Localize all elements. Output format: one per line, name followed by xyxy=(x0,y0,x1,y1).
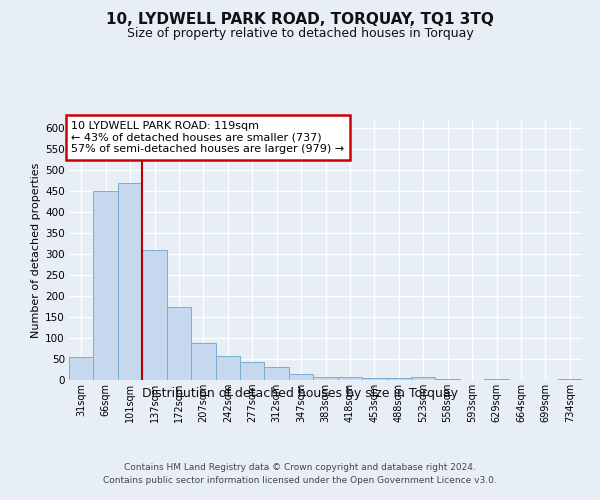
Bar xyxy=(313,377,338,380)
Bar xyxy=(69,357,94,380)
Bar xyxy=(362,378,386,380)
Bar xyxy=(338,377,362,380)
Bar xyxy=(484,379,509,380)
Text: Contains HM Land Registry data © Crown copyright and database right 2024.: Contains HM Land Registry data © Crown c… xyxy=(124,462,476,471)
Y-axis label: Number of detached properties: Number of detached properties xyxy=(31,162,41,338)
Bar xyxy=(215,356,240,380)
Text: 10, LYDWELL PARK ROAD, TORQUAY, TQ1 3TQ: 10, LYDWELL PARK ROAD, TORQUAY, TQ1 3TQ xyxy=(106,12,494,28)
Bar xyxy=(436,379,460,380)
Bar xyxy=(191,343,215,380)
Bar xyxy=(142,250,167,380)
Bar xyxy=(167,306,191,380)
Bar xyxy=(557,379,582,380)
Bar xyxy=(94,192,118,380)
Bar xyxy=(118,183,142,380)
Bar xyxy=(240,362,265,380)
Bar xyxy=(411,377,436,380)
Text: Contains public sector information licensed under the Open Government Licence v3: Contains public sector information licen… xyxy=(103,476,497,485)
Text: 10 LYDWELL PARK ROAD: 119sqm
← 43% of detached houses are smaller (737)
57% of s: 10 LYDWELL PARK ROAD: 119sqm ← 43% of de… xyxy=(71,121,344,154)
Text: Size of property relative to detached houses in Torquay: Size of property relative to detached ho… xyxy=(127,28,473,40)
Bar xyxy=(265,368,289,380)
Bar xyxy=(386,378,411,380)
Text: Distribution of detached houses by size in Torquay: Distribution of detached houses by size … xyxy=(142,388,458,400)
Bar xyxy=(289,374,313,380)
